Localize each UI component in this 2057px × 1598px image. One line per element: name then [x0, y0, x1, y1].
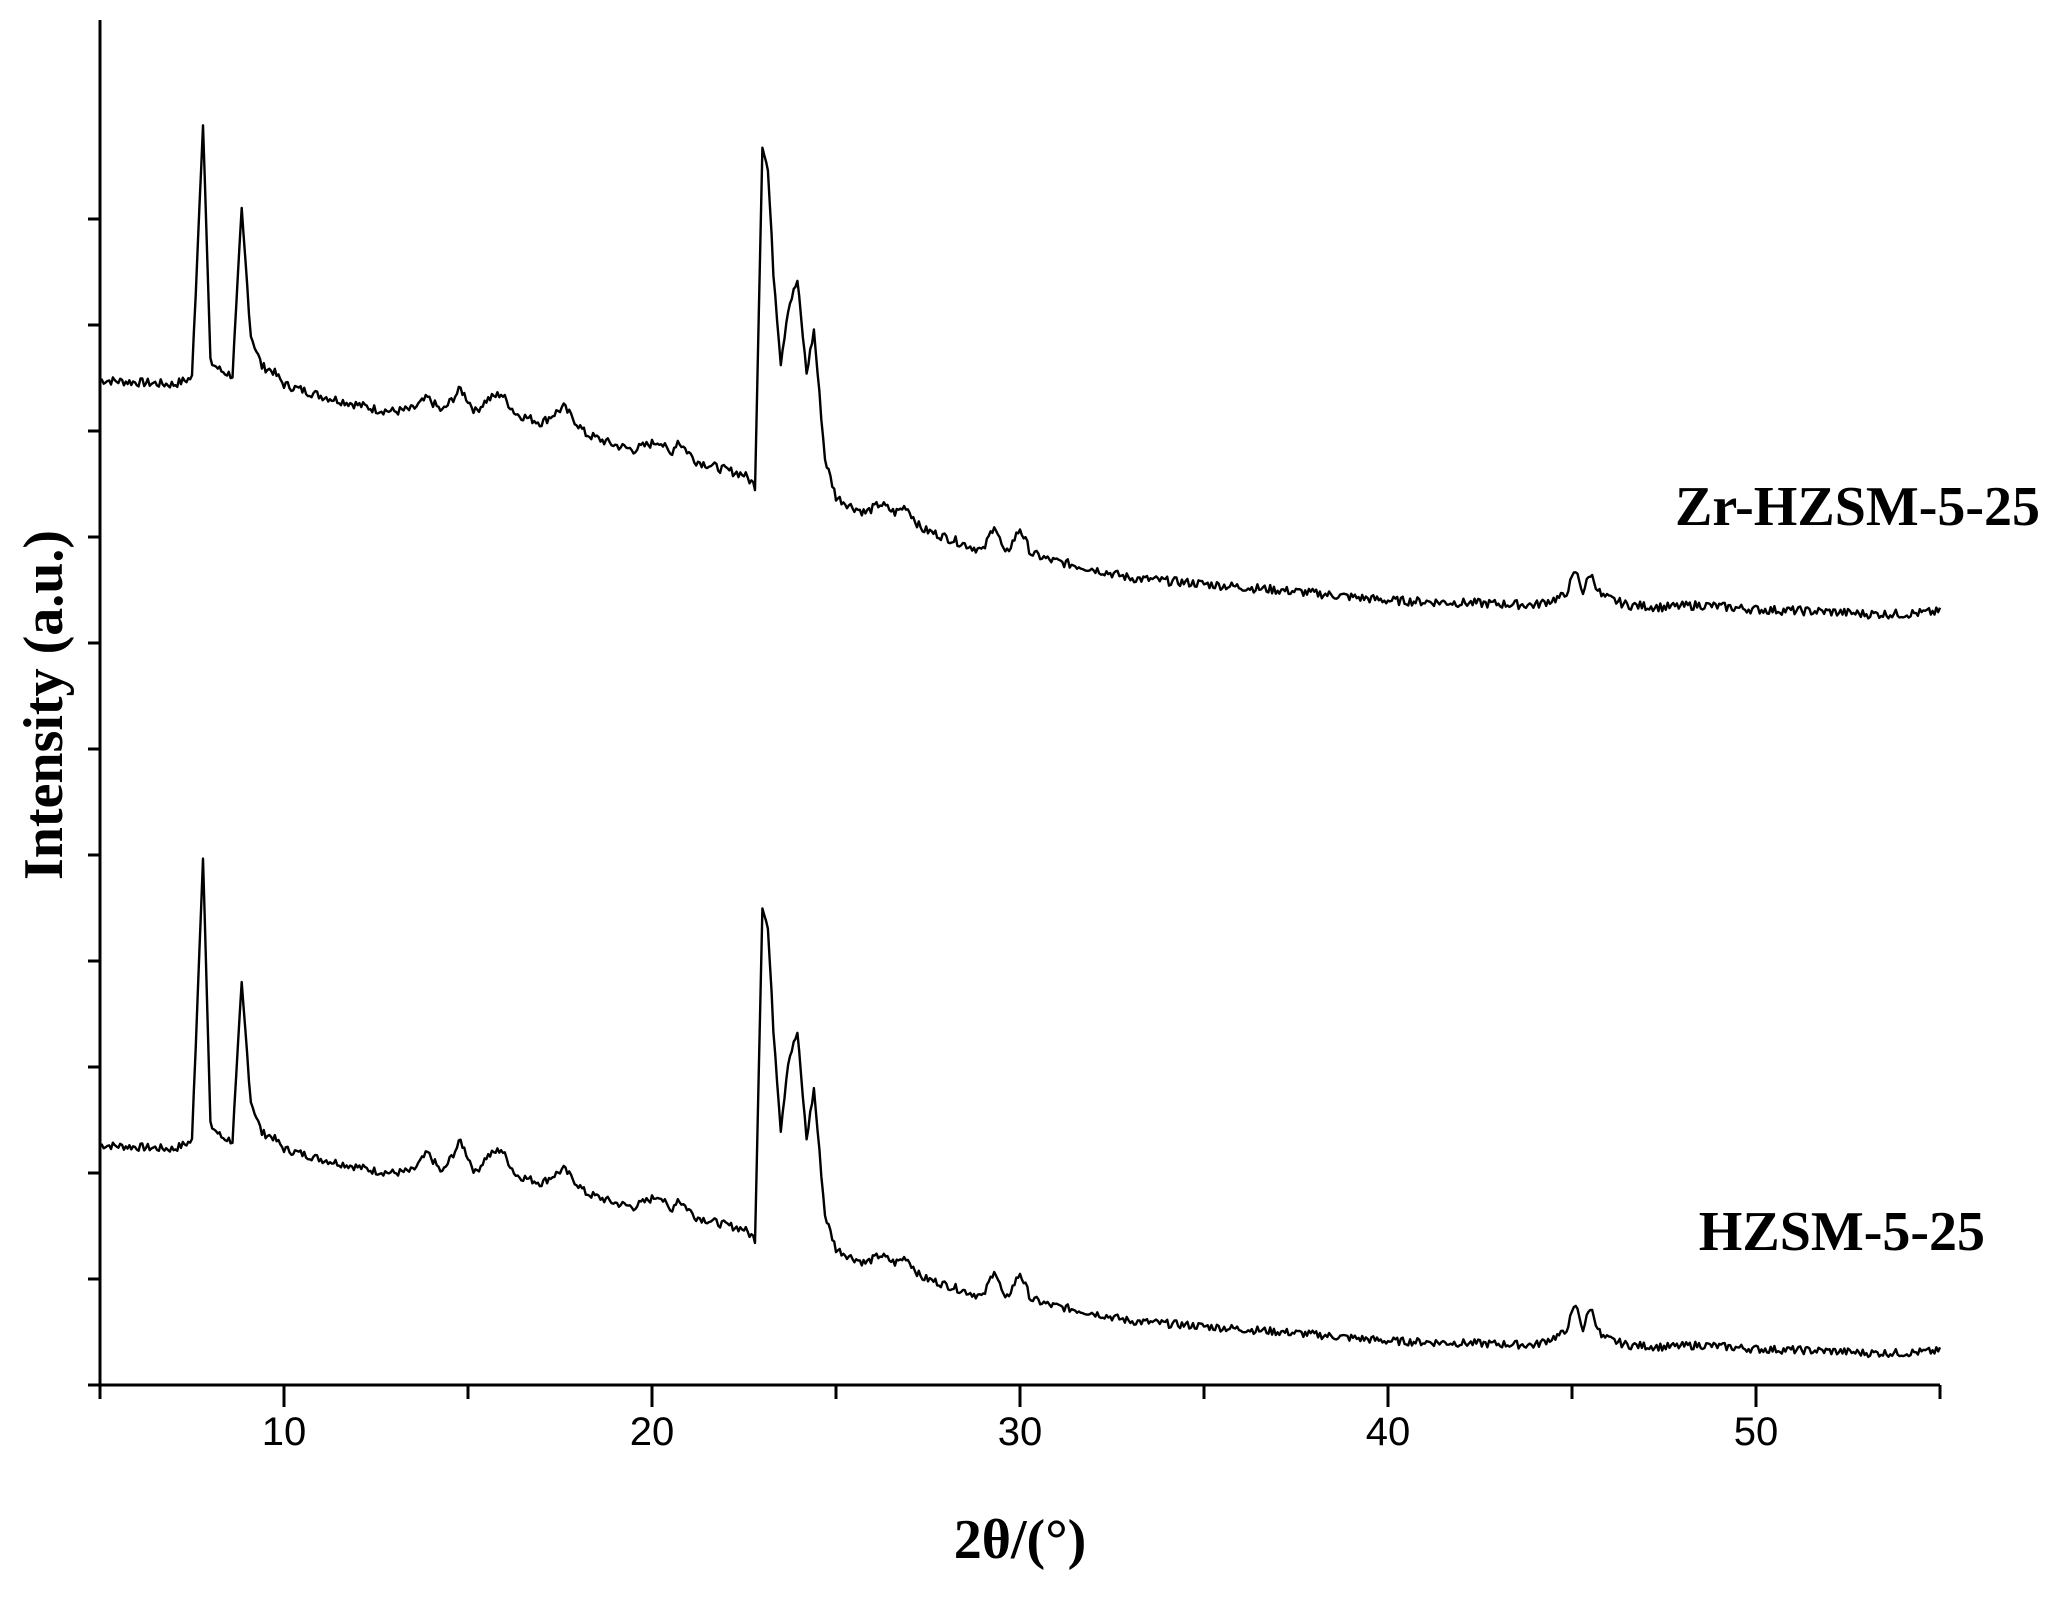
- x-axis-title: 2θ/(°): [954, 1509, 1086, 1571]
- x-tick-label: 40: [1366, 1410, 1411, 1454]
- series-label-hzsm-5-25: HZSM-5-25: [1699, 1201, 1985, 1263]
- x-tick-label: 20: [630, 1410, 675, 1454]
- x-tick-label: 50: [1734, 1410, 1779, 1454]
- series-label-zr-hzsm-5-25: Zr-HZSM-5-25: [1675, 476, 2040, 538]
- y-axis-title: Intensity (a.u.): [13, 530, 75, 880]
- y-axis-ticks: [88, 217, 100, 1387]
- series-line-zr-hzsm-5-25: [99, 124, 1942, 620]
- series-line-hzsm-5-25: [99, 857, 1942, 1359]
- x-tick-label: 10: [262, 1410, 307, 1454]
- plot-area: [99, 124, 1942, 1359]
- x-tick-label: 30: [998, 1410, 1043, 1454]
- x-axis-ticks: 10 20 30 40 50: [98, 1385, 1942, 1454]
